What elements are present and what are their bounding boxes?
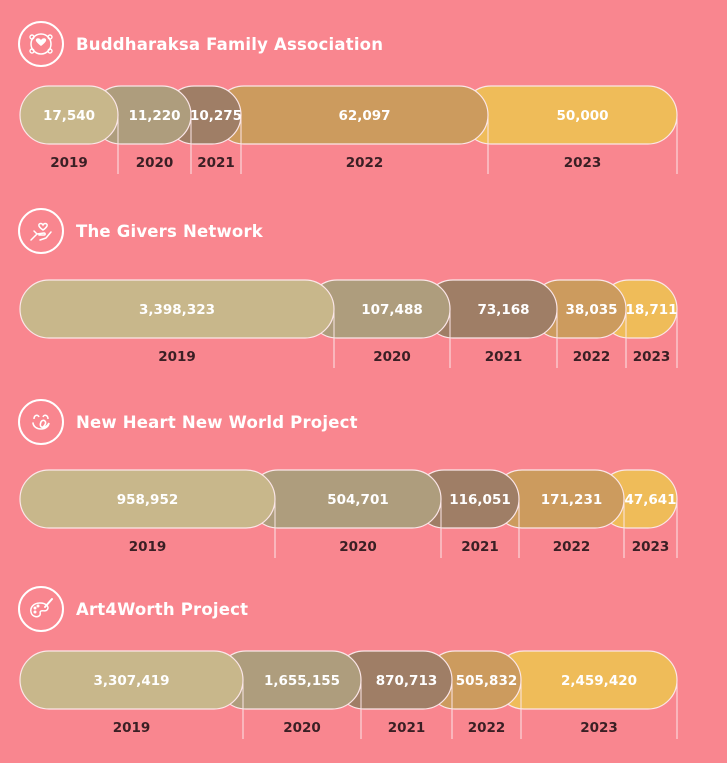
bar-segment-2021 (423, 279, 558, 339)
bar-segment-2022 (214, 85, 489, 145)
year-label: 2020 (136, 155, 174, 171)
year-label: 2019 (113, 720, 151, 736)
value-label: 11,220 (128, 108, 180, 124)
value-label: 107,488 (361, 302, 423, 318)
year-label: 2020 (339, 539, 377, 555)
year-label: 2020 (283, 720, 321, 736)
value-label: 505,832 (456, 673, 518, 689)
year-label: 2022 (573, 349, 611, 365)
bar-segment-2019 (19, 469, 276, 529)
year-label: 2022 (468, 720, 506, 736)
bar-segment-2019 (19, 85, 119, 145)
smiley-heart-icon (18, 399, 64, 445)
bar-segment-2022 (492, 469, 625, 529)
value-label: 17,540 (43, 108, 95, 124)
year-label: 2023 (564, 155, 602, 171)
bar-segment-2022 (425, 650, 522, 710)
bar-segment-2023 (494, 650, 678, 710)
section-title: Art4Worth Project (76, 599, 249, 619)
section-header: The Givers Network (18, 208, 263, 254)
value-label: 10,275 (190, 108, 242, 124)
bar-segment-2020 (216, 650, 362, 710)
section-header: Art4Worth Project (18, 586, 248, 632)
bar-segment-2021 (164, 85, 242, 145)
value-label: 47,641 (624, 492, 676, 508)
value-label: 38,035 (565, 302, 617, 318)
year-label: 2020 (373, 349, 411, 365)
value-label: 2,459,420 (561, 673, 637, 689)
year-label: 2022 (346, 155, 384, 171)
year-label: 2021 (197, 155, 235, 171)
value-label: 171,231 (541, 492, 603, 508)
hand-heart-icon (18, 208, 64, 254)
section-header: New Heart New World Project (18, 399, 358, 445)
section-title: The Givers Network (76, 221, 263, 241)
year-label: 2021 (485, 349, 523, 365)
bar-segment-2023 (461, 85, 678, 145)
section-header: Buddharaksa Family Association (18, 21, 383, 67)
value-label: 73,168 (477, 302, 529, 318)
value-label: 62,097 (338, 108, 390, 124)
year-label: 2019 (50, 155, 88, 171)
year-label: 2023 (632, 539, 670, 555)
value-label: 18,711 (625, 302, 677, 318)
value-label: 870,713 (376, 673, 438, 689)
value-label: 1,655,155 (264, 673, 340, 689)
value-label: 504,701 (327, 492, 389, 508)
family-heart-icon (18, 21, 64, 67)
year-label: 2022 (553, 539, 591, 555)
bar-segment-2020 (307, 279, 451, 339)
year-label: 2021 (388, 720, 426, 736)
bar-segment-2020 (91, 85, 192, 145)
bar-segment-2021 (414, 469, 520, 529)
value-label: 958,952 (117, 492, 179, 508)
year-label: 2019 (158, 349, 196, 365)
bar-segment-2021 (334, 650, 453, 710)
year-label: 2023 (633, 349, 671, 365)
value-label: 3,398,323 (139, 302, 215, 318)
value-label: 3,307,419 (93, 673, 169, 689)
year-label: 2021 (461, 539, 499, 555)
bar-segment-2019 (19, 279, 335, 339)
year-label: 2019 (129, 539, 167, 555)
value-label: 50,000 (556, 108, 608, 124)
bar-segment-2023 (597, 469, 678, 529)
value-label: 116,051 (449, 492, 511, 508)
section-title: Buddharaksa Family Association (76, 34, 384, 54)
bar-segment-2022 (530, 279, 627, 339)
bar-segment-2019 (19, 650, 244, 710)
bar-segment-2023 (599, 279, 678, 339)
year-label: 2023 (580, 720, 618, 736)
section-title: New Heart New World Project (76, 412, 358, 432)
bar-segment-2020 (248, 469, 442, 529)
palette-brush-icon (18, 586, 64, 632)
